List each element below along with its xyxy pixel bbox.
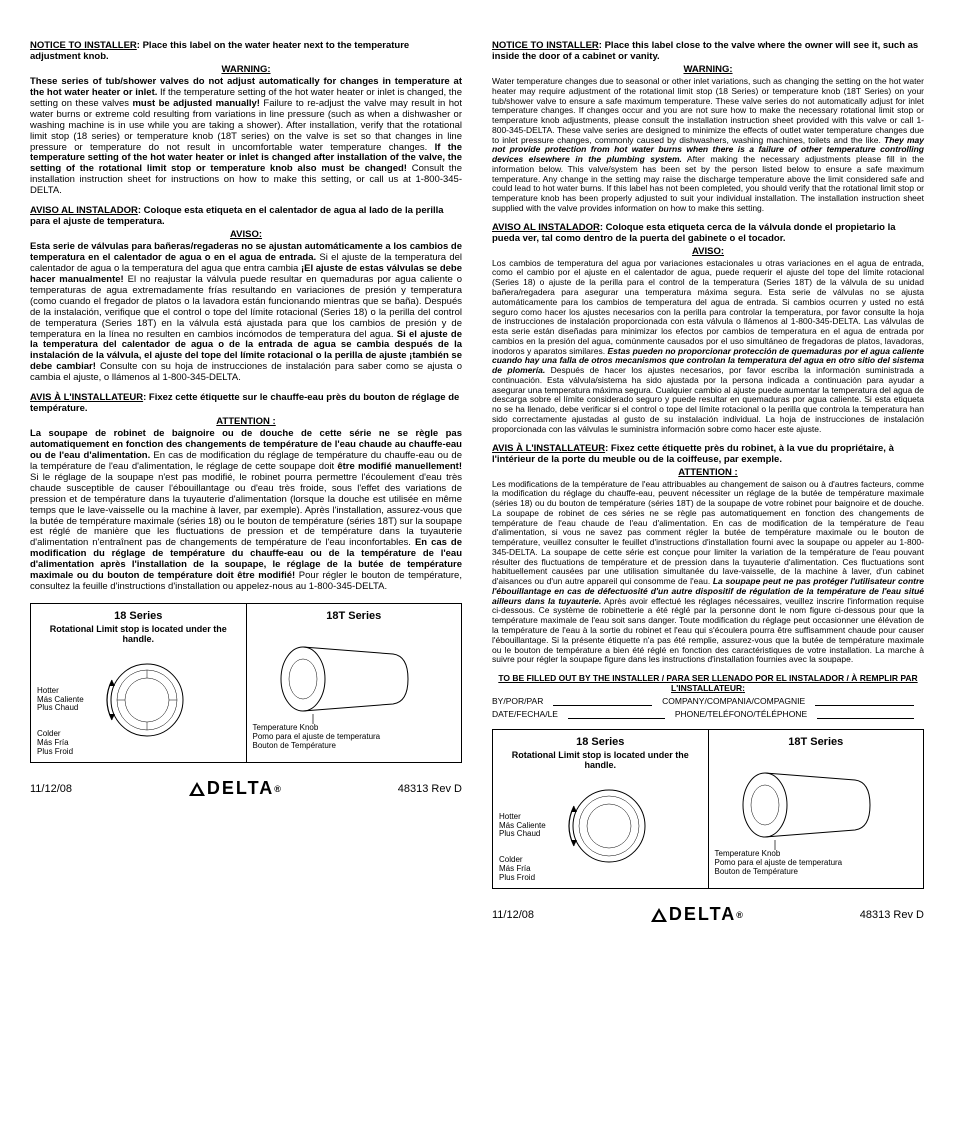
footer-rev: 48313 Rev D (398, 783, 462, 795)
para-es-r: Los cambios de temperatura del agua por … (492, 259, 924, 435)
diagram-18t-left: 18T Series Temperature KnobPomo para el … (246, 604, 462, 762)
diagram-18-right: 18 Series Rotational Limit stop is locat… (493, 730, 708, 888)
page-columns: NOTICE TO INSTALLER: Place this label on… (30, 40, 924, 925)
warning-fr: ATTENTION : (30, 416, 462, 427)
left-footer: 11/12/08 DELTA® 48313 Rev D (30, 778, 462, 799)
notice-header: NOTICE TO INSTALLER: Place this label on… (30, 40, 462, 62)
avis-header: AVIS À L'INSTALLATEUR: Fixez cette étiqu… (30, 392, 462, 414)
delta-logo-r: DELTA® (649, 904, 745, 925)
delta-logo: DELTA® (187, 778, 283, 799)
para-en-r: Water temperature changes due to seasona… (492, 77, 924, 214)
right-column: NOTICE TO INSTALLER: Place this label cl… (492, 40, 924, 925)
avis-header-r: AVIS À L'INSTALLATEUR: Fixez cette étiqu… (492, 443, 924, 465)
footer-date: 11/12/08 (30, 783, 72, 795)
tempknob-label-r: Temperature KnobPomo para el ajuste de t… (715, 850, 918, 876)
tempknob-label: Temperature KnobPomo para el ajuste de t… (253, 724, 456, 750)
diagram-18-left: 18 Series Rotational Limit stop is locat… (31, 604, 246, 762)
warning-es-r: AVISO: (492, 246, 924, 257)
knob-18t-icon (253, 634, 433, 724)
knob-18-icon-r (554, 776, 654, 876)
footer-date-r: 11/12/08 (492, 909, 534, 921)
aviso-header: AVISO AL INSTALADOR: Coloque esta etique… (30, 205, 462, 227)
delta-icon-r (649, 906, 669, 924)
left-diagrams: 18 Series Rotational Limit stop is locat… (30, 603, 462, 763)
warning-es: AVISO: (30, 229, 462, 240)
warning-en: WARNING: (30, 64, 462, 75)
right-footer: 11/12/08 DELTA® 48313 Rev D (492, 904, 924, 925)
diagram-18t-right: 18T Series Temperature KnobPomo para el … (708, 730, 924, 888)
para-fr-r: Les modifications de la température de l… (492, 480, 924, 666)
footer-rev-r: 48313 Rev D (860, 909, 924, 921)
para-en: These series of tub/shower valves do not… (30, 77, 462, 197)
fill-row-2: DATE/FECHA/LE PHONE/TELÉFONO/TÉLÉPHONE (492, 709, 924, 719)
hotter-label: HotterMás CalientePlus Chaud (37, 687, 92, 713)
warning-en-r: WARNING: (492, 64, 924, 75)
aviso-header-r: AVISO AL INSTALADOR: Coloque esta etique… (492, 222, 924, 244)
fill-title: TO BE FILLED OUT BY THE INSTALLER / PARA… (492, 673, 924, 693)
knob-18-icon (92, 650, 192, 750)
fill-row-1: BY/POR/PAR COMPANY/COMPANIA/COMPAGNIE (492, 696, 924, 706)
knob-18t-icon-r (715, 760, 895, 850)
para-fr: La soupape de robinet de baignoire ou de… (30, 429, 462, 593)
warning-fr-r: ATTENTION : (492, 467, 924, 478)
right-diagrams: 18 Series Rotational Limit stop is locat… (492, 729, 924, 889)
para-es: Esta serie de válvulas para bañeras/rega… (30, 242, 462, 384)
delta-icon (187, 780, 207, 798)
notice-header-r: NOTICE TO INSTALLER: Place this label cl… (492, 40, 924, 62)
hotter-label-r: HotterMás CalientePlus Chaud (499, 813, 554, 839)
left-column: NOTICE TO INSTALLER: Place this label on… (30, 40, 462, 925)
